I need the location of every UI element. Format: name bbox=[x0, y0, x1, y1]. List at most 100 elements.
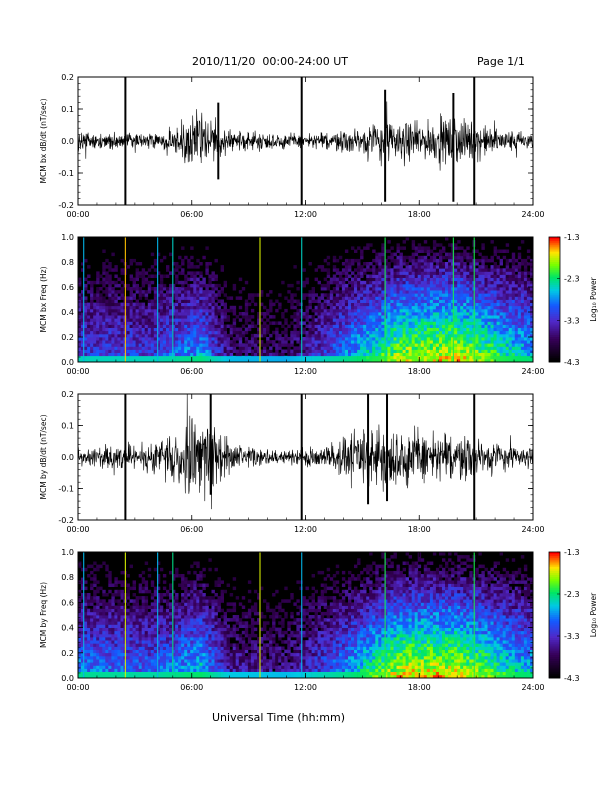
spectrogram-cell bbox=[105, 343, 109, 347]
spectrogram-cell bbox=[269, 358, 273, 363]
spectrogram-cell bbox=[223, 349, 227, 353]
spectrogram-cell bbox=[117, 305, 121, 310]
spectrogram-cell bbox=[159, 302, 164, 307]
spectrogram-cell bbox=[247, 318, 252, 322]
spectrogram-cell bbox=[269, 321, 273, 325]
spectrogram-cell bbox=[144, 296, 149, 300]
spectrogram-cell bbox=[78, 312, 82, 316]
spectrogram-cell bbox=[169, 352, 173, 357]
spectrogram-cell bbox=[90, 299, 94, 303]
spectrogram-cell bbox=[84, 608, 88, 613]
spectrogram-cell bbox=[166, 349, 170, 353]
spectrogram-cell bbox=[290, 299, 294, 303]
spectrogram-cell bbox=[211, 352, 215, 357]
spectrogram-cell bbox=[184, 340, 188, 344]
spectrogram-cell bbox=[284, 296, 288, 300]
spectrogram-cell bbox=[226, 308, 230, 313]
spectrogram-cell bbox=[250, 308, 255, 313]
spectrogram-cell bbox=[99, 649, 103, 654]
spectrogram-cell bbox=[211, 277, 215, 282]
spectrogram-cell bbox=[126, 327, 130, 332]
spectrogram-cell bbox=[159, 293, 164, 297]
spectrogram-cell bbox=[129, 277, 133, 282]
spectrogram-cell bbox=[162, 340, 167, 344]
spectrogram-cell bbox=[108, 659, 112, 663]
spectrogram-cell bbox=[96, 621, 100, 625]
spectrogram-cell bbox=[99, 621, 103, 625]
spectrogram-cell bbox=[96, 662, 100, 666]
spectrogram-cell bbox=[126, 355, 130, 360]
spectrogram-cell bbox=[232, 337, 237, 341]
spectrogram-cell bbox=[269, 349, 273, 353]
spectrogram-cell bbox=[172, 333, 176, 338]
spectrogram-cell bbox=[211, 340, 215, 344]
spectrogram-cell bbox=[211, 305, 215, 310]
spectrogram-cell bbox=[214, 308, 218, 313]
spectrogram-cell bbox=[156, 308, 161, 313]
spectrogram-cell bbox=[87, 593, 91, 597]
spectrogram-cell bbox=[150, 252, 155, 257]
spectrogram-cell bbox=[281, 312, 285, 316]
spectrogram-cell bbox=[87, 343, 91, 347]
spectrogram-cell bbox=[199, 287, 203, 291]
spectrogram-cell bbox=[260, 349, 264, 353]
spectrogram-cell bbox=[184, 293, 188, 297]
spectrogram-cell bbox=[126, 305, 130, 310]
spectrogram-cell bbox=[187, 337, 191, 341]
spectrogram-cell bbox=[96, 608, 100, 613]
spectrogram-cell bbox=[141, 349, 146, 353]
spectrogram-cell bbox=[257, 346, 261, 350]
spectrogram-cell bbox=[87, 349, 91, 353]
spectrogram-cell bbox=[126, 321, 130, 325]
x-tick-label: 24:00 bbox=[521, 210, 544, 219]
spectrogram-cell bbox=[217, 343, 221, 347]
x-tick-label: 18:00 bbox=[408, 210, 431, 219]
spectrogram-cell bbox=[120, 355, 124, 360]
spectrogram-cell bbox=[211, 283, 215, 288]
spectrogram-cell bbox=[138, 315, 143, 319]
spectrogram-cell bbox=[102, 330, 106, 335]
spectrogram-cell bbox=[78, 302, 82, 307]
spectrogram-cell bbox=[153, 290, 158, 294]
spectrogram-cell bbox=[102, 643, 106, 647]
spectrogram-cell bbox=[293, 349, 297, 353]
spectrogram-cell bbox=[78, 305, 82, 310]
spectrogram-cell bbox=[120, 627, 124, 632]
spectrogram-cell bbox=[247, 293, 252, 297]
spectrogram-cell bbox=[220, 290, 224, 294]
spectrogram-cell bbox=[87, 668, 91, 672]
spectrogram-cell bbox=[153, 340, 158, 344]
spectrogram-cell bbox=[114, 296, 118, 300]
spectrogram-cell bbox=[244, 308, 249, 313]
spectrogram-cell bbox=[102, 302, 106, 307]
spectrogram-cell bbox=[90, 618, 94, 622]
spectrogram-cell bbox=[90, 671, 94, 676]
spectrogram-cell bbox=[217, 324, 221, 328]
spectrogram-cell bbox=[220, 330, 224, 335]
spectrogram-cell bbox=[90, 668, 94, 672]
spectrogram-cell bbox=[138, 324, 143, 328]
spectrogram-cell bbox=[162, 308, 167, 313]
spectrogram-cell bbox=[120, 293, 124, 297]
spectrogram-cell bbox=[235, 352, 240, 357]
spectrogram-cell bbox=[250, 340, 255, 344]
spectrogram-cell bbox=[120, 643, 124, 647]
spectrogram-cell bbox=[78, 280, 82, 285]
spectrogram-cell bbox=[126, 315, 130, 319]
spectrogram-cell bbox=[111, 583, 115, 587]
spectrogram-cell bbox=[184, 287, 188, 291]
spectrogram-cell bbox=[114, 308, 118, 313]
spectrogram-cell bbox=[99, 564, 103, 569]
spectrogram-cell bbox=[190, 274, 194, 278]
spectrogram-cell bbox=[299, 324, 303, 328]
spectrogram-cell bbox=[153, 293, 158, 297]
spectrogram-cell bbox=[93, 652, 97, 657]
spectrogram-cell bbox=[96, 611, 100, 616]
spectrogram-cell bbox=[299, 358, 303, 363]
spectrogram-cell bbox=[117, 283, 121, 288]
spectrogram-cell bbox=[211, 346, 215, 350]
plot-frame bbox=[77, 76, 534, 206]
spectrogram-cell bbox=[87, 352, 91, 357]
spectrogram-cell bbox=[87, 290, 91, 294]
spectrogram-cell bbox=[199, 333, 203, 338]
